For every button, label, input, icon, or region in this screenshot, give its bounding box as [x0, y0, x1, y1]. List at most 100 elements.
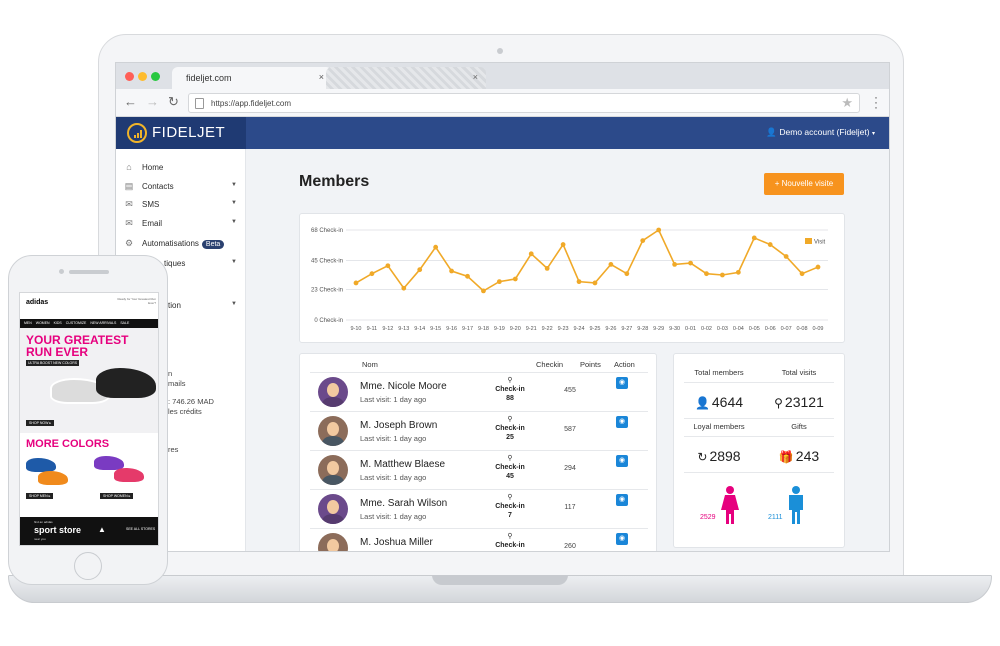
header-points: Points [580, 360, 601, 369]
back-arrow-icon[interactable]: ← [124, 94, 137, 109]
shop-women-button[interactable]: SHOP WOMEN ▸ [100, 493, 134, 499]
bookmark-star-icon[interactable]: ★ [841, 95, 853, 110]
maximize-window-icon[interactable] [151, 72, 160, 81]
data-point [624, 271, 630, 277]
data-point [496, 279, 502, 285]
sidebar-item-sms[interactable]: ✉ SMS ▼ [116, 196, 246, 214]
browser-menu-icon[interactable]: · · · [874, 90, 878, 114]
sidebar-item-home[interactable]: ⌂ Home [116, 159, 246, 177]
email-nav-item[interactable]: SALE [120, 321, 130, 325]
member-points: 587 [564, 426, 576, 433]
eye-icon: ◉ [618, 496, 626, 503]
sidebar-item-automatisations[interactable]: ⚙ Automatisations Beta [116, 235, 246, 253]
page-icon [195, 98, 204, 109]
member-points: 117 [564, 504, 576, 511]
view-member-button[interactable]: ◉ [616, 455, 628, 467]
minimize-window-icon[interactable] [138, 72, 147, 81]
table-row[interactable]: M. Joseph Brown Last visit: 1 day ago ⚲ Che… [310, 411, 648, 449]
new-visit-button[interactable]: + Nouvelle visite [764, 173, 844, 195]
reload-icon[interactable]: ↻ [168, 94, 179, 109]
email-nav-item[interactable]: KIDS [53, 321, 62, 325]
sidebar-item-label: Home [142, 163, 164, 172]
x-tick-label: 9-15 [430, 326, 441, 332]
phone: adidas Ready for Your Greatest Run Ever?… [8, 255, 168, 585]
laptop-screen: fideljet.com × × ← → ↻ https://app.fidel… [115, 62, 890, 552]
store-title: sport store [34, 525, 82, 535]
y-tick-label: 0 Check-in [314, 318, 343, 324]
store-post: near you [34, 537, 46, 541]
email-nav-item[interactable]: MEN [24, 321, 32, 325]
x-tick-label: 9-25 [589, 326, 600, 332]
home-icon: ⌂ [126, 162, 132, 172]
email-header: adidas Ready for Your Greatest Run Ever? [20, 293, 158, 319]
envelope-icon: ✉ [125, 218, 133, 228]
shop-men-button[interactable]: SHOP MEN ▸ [26, 493, 54, 499]
member-name[interactable]: M. Joshua Miller [360, 537, 433, 548]
logo-icon [127, 123, 147, 143]
sidebar-item-label: Email [142, 219, 163, 228]
tab-close-icon[interactable]: × [472, 72, 478, 82]
x-tick-label: 9-20 [510, 326, 521, 332]
caret-down-icon: ▾ [871, 131, 875, 137]
logo-text: FIDELJET [152, 124, 226, 141]
sidebar-item-email[interactable]: ✉ Email ▼ [116, 215, 246, 233]
view-member-button[interactable]: ◉ [616, 494, 628, 506]
view-member-button[interactable]: ◉ [616, 416, 628, 428]
member-checkin: ⚲ Check-in 88 [495, 377, 525, 402]
x-tick-label: 9-18 [478, 326, 489, 332]
email-nav-item[interactable]: WOMEN [35, 321, 50, 325]
sidebar-fragment: n [168, 369, 173, 378]
view-member-button[interactable]: ◉ [616, 533, 628, 545]
eye-icon: ◉ [618, 457, 626, 464]
x-tick-label: 9-10 [350, 326, 361, 332]
logo[interactable]: FIDELJET [116, 117, 246, 149]
table-row[interactable]: Mme. Sarah Wilson Last visit: 1 day ago ⚲ C… [310, 489, 648, 527]
shop-now-button[interactable]: SHOP NOW ▸ [26, 420, 55, 426]
table-row[interactable]: Mme. Nicole Moore Last visit: 1 day ago ⚲ C… [310, 372, 648, 410]
url-field[interactable]: https://app.fideljet.com ★ [188, 93, 860, 113]
members-table: Nom Checkin Points Action Mme. Nicole Mo… [299, 353, 657, 551]
member-name[interactable]: Mme. Sarah Wilson [360, 498, 448, 509]
sidebar-item-contacts[interactable]: ▤ Contacts ▼ [116, 178, 246, 196]
header-action: Action [614, 360, 635, 369]
close-window-icon[interactable] [125, 72, 134, 81]
new-visit-label: Nouvelle visite [781, 179, 834, 188]
sidebar-item-label: SMS [142, 200, 160, 209]
member-name[interactable]: M. Joseph Brown [360, 420, 438, 431]
divider [684, 418, 834, 419]
stats-card: Total members Total visits 👤 4644 ⚲ 23121 … [673, 353, 845, 548]
table-row[interactable]: M. Joshua Miller ⚲ Check-in 260 ◉ [310, 528, 648, 551]
member-name[interactable]: Mme. Nicole Moore [360, 381, 447, 392]
female-icon [721, 486, 739, 524]
shoe-image [96, 368, 156, 398]
member-name[interactable]: M. Matthew Blaese [360, 459, 446, 470]
email-nav-item[interactable]: NEW ARRIVALS [90, 321, 117, 325]
data-point [401, 285, 407, 291]
table-row[interactable]: M. Matthew Blaese Last visit: 1 day ago ⚲ C… [310, 450, 648, 488]
data-point [560, 242, 566, 247]
account-label: Demo account (Fideljet) [779, 127, 870, 137]
x-tick-label: 9-23 [558, 326, 569, 332]
tab-close-icon[interactable]: × [318, 72, 324, 82]
see-all-stores-link[interactable]: SEE ALL STORES [126, 527, 156, 531]
x-tick-label: 9-14 [414, 326, 425, 332]
visits-chart: 0 Check-in 23 Check-in 45 Check-in 68 Check… [311, 227, 828, 332]
x-tick-label: 9-26 [605, 326, 616, 332]
email-subline: ULTRA BOOST NEW COLORS [26, 360, 80, 366]
browser-tab-active[interactable]: fideljet.com × [172, 67, 332, 89]
female-count: 2529 [700, 514, 716, 521]
browser-tab-inactive[interactable]: × [326, 67, 486, 89]
account-menu[interactable]: 👤 Demo account (Fideljet) ▾ [766, 127, 875, 138]
loyal-members-label: Loyal members [693, 422, 745, 431]
y-tick-label: 68 Check-in [311, 228, 343, 234]
phone-home-button[interactable] [74, 552, 102, 580]
view-member-button[interactable]: ◉ [616, 377, 628, 389]
member-checkin: ⚲ Check-in 7 [495, 494, 525, 519]
caret-down-icon: ▼ [231, 301, 237, 307]
map-marker-icon: ⚲ [774, 396, 783, 410]
shoe-image [26, 458, 56, 472]
sidebar-fragment: les crédits [168, 407, 202, 416]
plus-icon: + [774, 179, 780, 188]
email-nav-item[interactable]: CUSTOMIZE [65, 321, 87, 325]
forward-arrow-icon[interactable]: → [146, 94, 159, 109]
